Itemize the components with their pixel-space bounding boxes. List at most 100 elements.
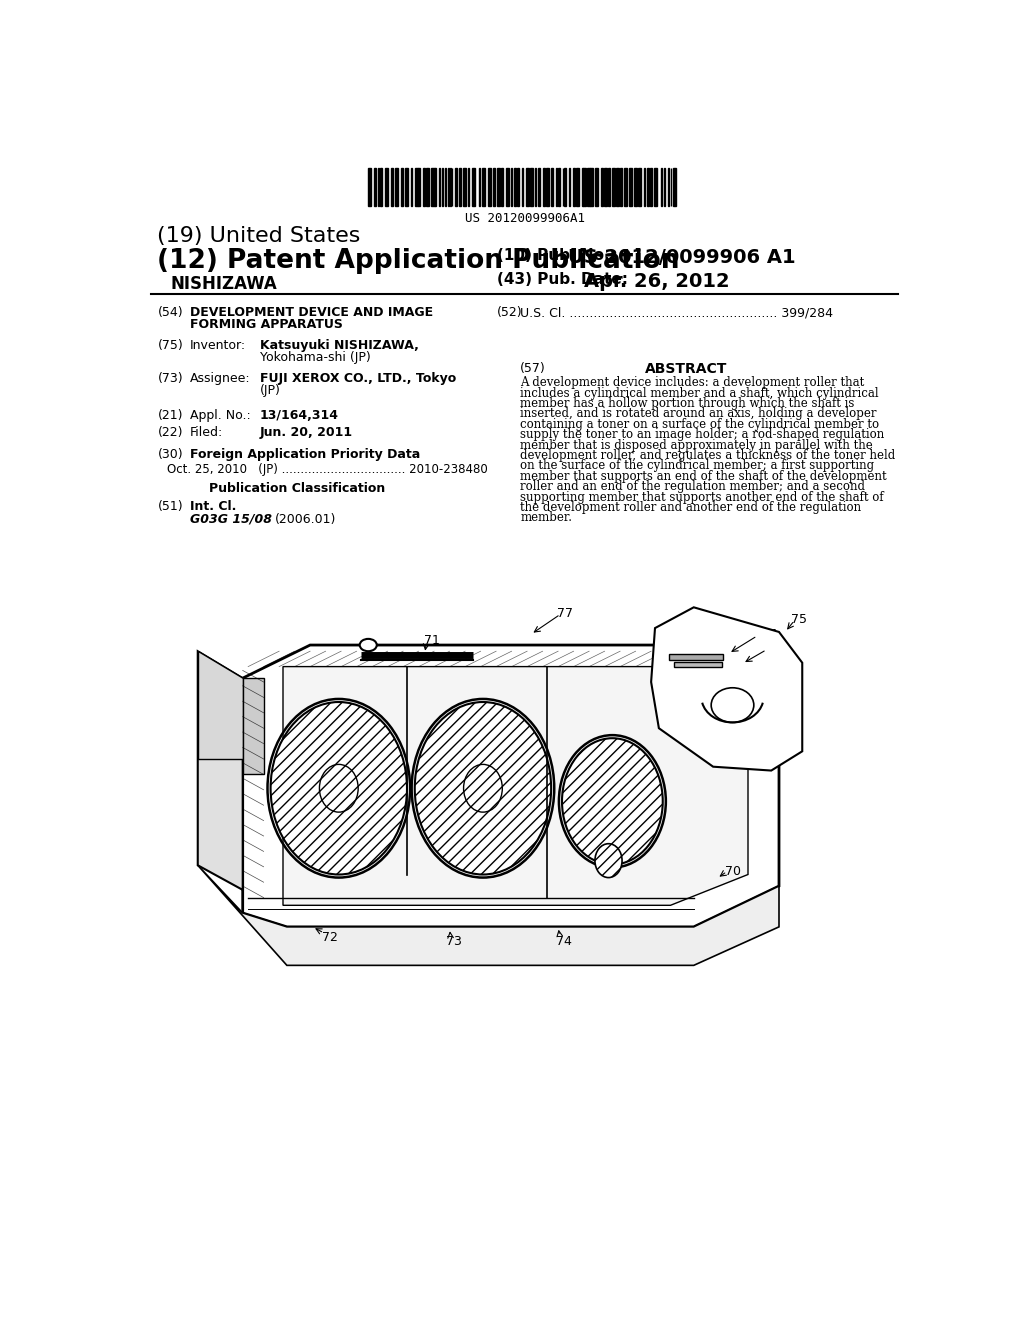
Text: 77: 77 <box>557 607 572 619</box>
Bar <box>595 168 598 206</box>
Bar <box>506 168 509 206</box>
Text: 13/164,314: 13/164,314 <box>260 409 339 421</box>
Text: on the surface of the cylindrical member; a first supporting: on the surface of the cylindrical member… <box>520 459 874 473</box>
Bar <box>447 168 450 206</box>
Text: 75: 75 <box>792 614 807 627</box>
Text: Assignee:: Assignee: <box>190 372 251 385</box>
Bar <box>468 168 469 206</box>
Polygon shape <box>198 651 243 759</box>
Bar <box>634 168 637 206</box>
Text: G03G 15/08: G03G 15/08 <box>190 512 272 525</box>
Bar <box>482 168 485 206</box>
Bar <box>478 168 480 206</box>
Bar <box>369 168 372 206</box>
Bar <box>487 168 490 206</box>
Bar <box>494 168 496 206</box>
Text: ABSTRACT: ABSTRACT <box>645 363 727 376</box>
Polygon shape <box>283 667 748 906</box>
Text: (75): (75) <box>158 339 183 352</box>
Text: Inventor:: Inventor: <box>190 339 246 352</box>
Bar <box>455 168 457 206</box>
Bar <box>664 168 666 206</box>
Polygon shape <box>243 678 263 775</box>
Text: (JP): (JP) <box>260 384 281 397</box>
Text: (51): (51) <box>158 499 183 512</box>
Text: (10) Pub. No.:: (10) Pub. No.: <box>497 248 615 263</box>
Bar <box>419 168 420 206</box>
Text: U.S. Cl. .................................................... 399/284: U.S. Cl. ...............................… <box>520 306 834 319</box>
Text: (12) Patent Application Publication: (12) Patent Application Publication <box>158 248 680 273</box>
Bar <box>551 168 553 206</box>
Bar <box>530 168 532 206</box>
Ellipse shape <box>415 702 551 874</box>
Bar <box>673 168 676 206</box>
Text: member that supports an end of the shaft of the development: member that supports an end of the shaft… <box>520 470 887 483</box>
Text: (43) Pub. Date:: (43) Pub. Date: <box>497 272 628 288</box>
Text: Apr. 26, 2012: Apr. 26, 2012 <box>584 272 729 292</box>
Text: member that is disposed approximately in parallel with the: member that is disposed approximately in… <box>520 438 872 451</box>
Text: development roller, and regulates a thickness of the toner held: development roller, and regulates a thic… <box>520 449 895 462</box>
Text: (57): (57) <box>520 363 546 375</box>
Text: 151: 151 <box>756 628 779 642</box>
Bar <box>497 168 500 206</box>
Text: Jun. 20, 2011: Jun. 20, 2011 <box>260 426 353 440</box>
Bar <box>543 168 545 206</box>
Text: 74: 74 <box>556 935 571 948</box>
Bar <box>395 168 398 206</box>
Bar <box>374 168 376 206</box>
Bar <box>400 168 403 206</box>
Polygon shape <box>198 866 779 965</box>
Text: 152: 152 <box>765 642 788 655</box>
Bar <box>501 168 503 206</box>
Text: Publication Classification: Publication Classification <box>209 482 386 495</box>
Bar <box>378 168 379 206</box>
Bar <box>625 168 628 206</box>
Text: (2006.01): (2006.01) <box>275 512 337 525</box>
Bar <box>587 168 590 206</box>
Bar <box>660 168 663 206</box>
Text: Katsuyuki NISHIZAWA,: Katsuyuki NISHIZAWA, <box>260 339 419 352</box>
Polygon shape <box>651 607 802 771</box>
Text: 71: 71 <box>424 635 440 647</box>
Text: 73: 73 <box>445 935 462 948</box>
Bar <box>463 168 466 206</box>
Ellipse shape <box>562 738 663 865</box>
Bar <box>431 168 434 206</box>
Bar <box>615 168 618 206</box>
Text: inserted, and is rotated around an axis, holding a developer: inserted, and is rotated around an axis,… <box>520 408 877 421</box>
Text: 72: 72 <box>322 931 338 944</box>
Text: US 20120099906A1: US 20120099906A1 <box>465 213 585 226</box>
Text: NISHIZAWA: NISHIZAWA <box>171 275 278 293</box>
Bar <box>675 663 722 668</box>
Text: A development device includes: a development roller that: A development device includes: a develop… <box>520 376 864 389</box>
Polygon shape <box>198 651 243 890</box>
Text: supply the toner to an image holder; a rod-shaped regulation: supply the toner to an image holder; a r… <box>520 428 885 441</box>
Text: supporting member that supports another end of the shaft of: supporting member that supports another … <box>520 491 884 504</box>
Bar <box>629 168 632 206</box>
Bar <box>538 168 541 206</box>
Bar <box>608 168 610 206</box>
Bar <box>649 168 652 206</box>
Text: (54): (54) <box>158 306 183 319</box>
Text: US 2012/0099906 A1: US 2012/0099906 A1 <box>568 248 796 267</box>
Bar <box>547 168 550 206</box>
Bar <box>511 168 512 206</box>
Text: member has a hollow portion through which the shaft is: member has a hollow portion through whic… <box>520 397 854 411</box>
Ellipse shape <box>359 639 377 651</box>
Bar <box>406 168 408 206</box>
Ellipse shape <box>270 702 407 874</box>
Bar <box>564 168 565 206</box>
Bar <box>646 168 649 206</box>
Bar <box>416 168 418 206</box>
Bar <box>517 168 519 206</box>
Bar <box>654 168 657 206</box>
Text: (19) United States: (19) United States <box>158 226 360 246</box>
Text: Int. Cl.: Int. Cl. <box>190 499 237 512</box>
Text: FORMING APPARATUS: FORMING APPARATUS <box>190 318 343 331</box>
Bar <box>459 168 461 206</box>
Bar <box>514 168 515 206</box>
Bar <box>390 168 393 206</box>
Bar <box>638 168 641 206</box>
Bar <box>669 653 723 660</box>
Text: 70: 70 <box>725 866 740 878</box>
